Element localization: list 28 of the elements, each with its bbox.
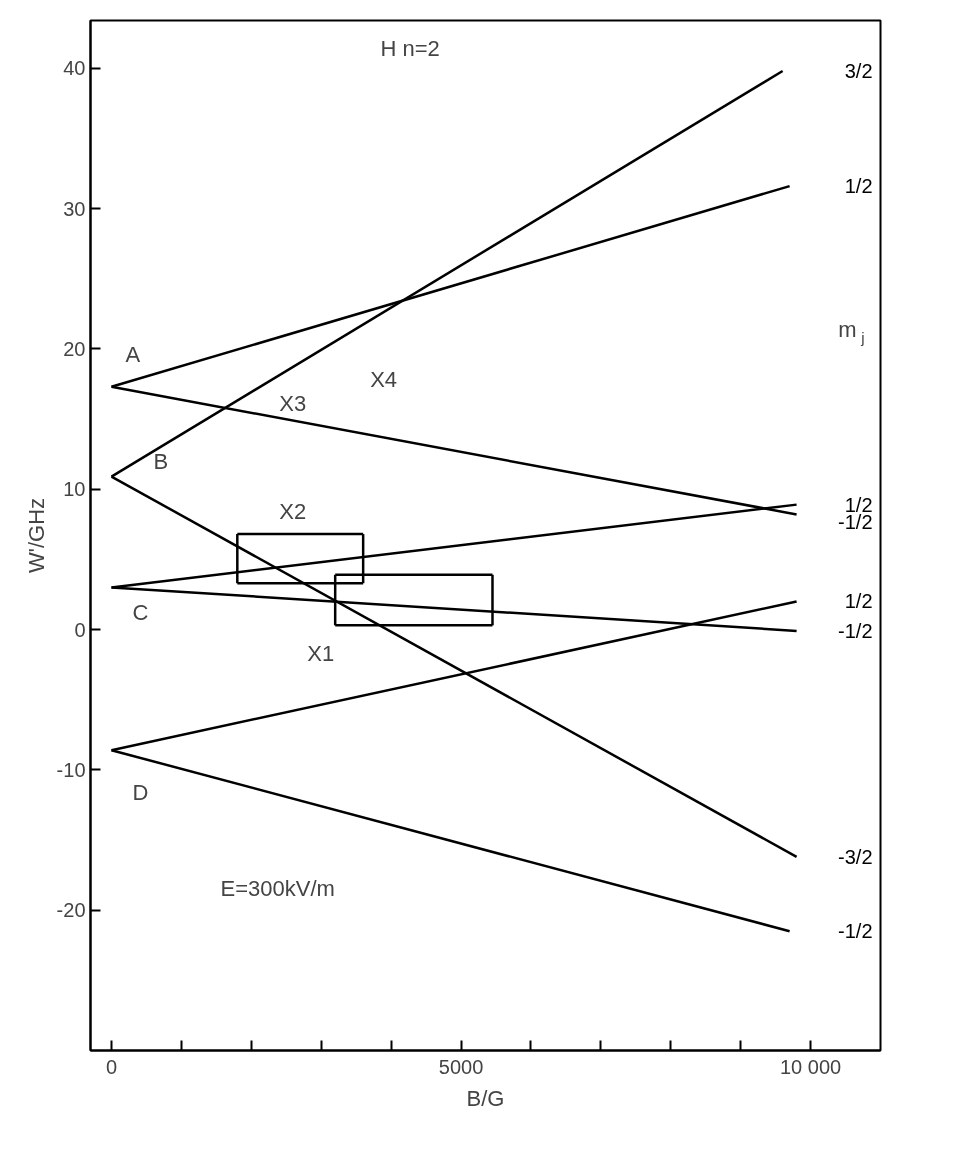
y-axis-title: W'/GHz [23,497,49,574]
y-tick-label: 20 [63,337,86,360]
text: E=300kV/m [220,875,335,901]
annotation: X1 [307,640,335,666]
y-tick-label: -20 [56,899,86,922]
x-axis-title: B/G [466,1085,505,1111]
text: -3/2 [838,845,873,868]
y-tick-label: 40 [63,57,86,80]
annotation: X2 [279,499,307,525]
annotation: D [132,779,149,805]
annotation: X3 [279,391,307,417]
text: 1/2 [844,175,873,198]
y-tick-label: 30 [63,197,86,220]
text: 3/2 [844,60,873,83]
y-tick-label: 0 [74,618,86,641]
annotation: A [125,341,141,367]
text: -1/2 [838,920,873,943]
text: 1/2 [844,590,873,613]
text: -1/2 [838,619,873,642]
x-tick-label: 5000 [438,1055,484,1078]
y-tick-label: -10 [56,758,86,781]
x-tick-label: 0 [105,1055,118,1078]
annotation: B [153,448,169,474]
annotation: X4 [370,367,398,393]
annotation: C [132,600,149,626]
text: H n=2 [380,35,440,61]
x-tick-label: 10 000 [780,1055,842,1078]
y-tick-label: 10 [63,478,86,501]
